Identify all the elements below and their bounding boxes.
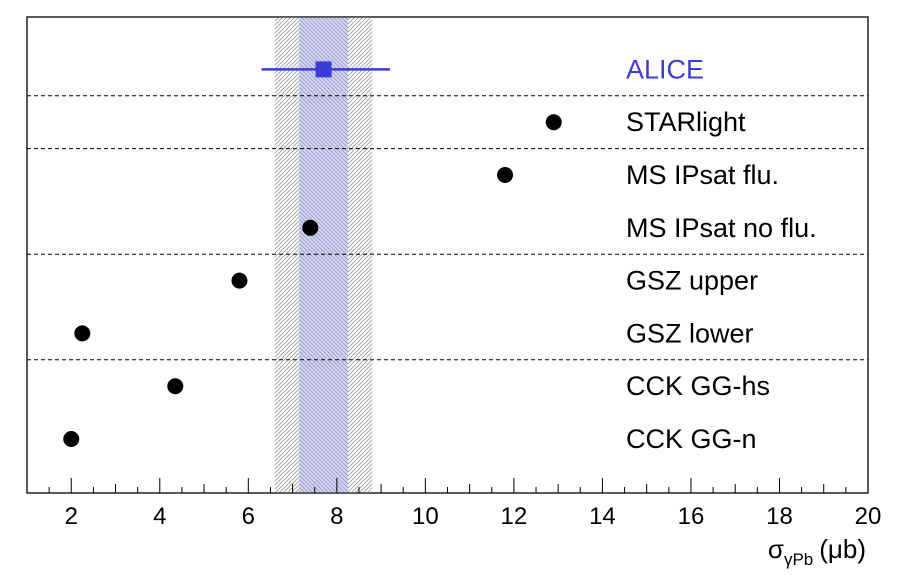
- tick-label: 8: [330, 503, 343, 530]
- alice-marker: [315, 61, 332, 78]
- alice-uncertainty-bands: [274, 17, 373, 493]
- label-alice: ALICE: [626, 54, 704, 84]
- marker-starlight: [545, 114, 562, 131]
- label-gsz-lower: GSZ lower: [626, 318, 754, 348]
- marker-cck-gg-hs: [167, 378, 184, 395]
- tick-label: 12: [501, 503, 528, 530]
- x-axis-ticks: [26, 478, 869, 493]
- model-labels: ALICE STARlight MS IPsat flu. MS IPsat no f…: [626, 54, 817, 454]
- tick-label: 16: [678, 503, 705, 530]
- x-axis-title: σγPb (μb): [768, 534, 866, 569]
- x-axis-title-unit: (μb): [819, 534, 866, 564]
- marker-cck-gg-n: [63, 431, 80, 447]
- tick-label: 20: [855, 503, 882, 530]
- statistical-band: [299, 17, 348, 493]
- tick-label: 4: [153, 503, 166, 530]
- label-ms-ipsat-flu-: MS IPsat flu.: [626, 160, 779, 190]
- group-separators: [27, 95, 868, 361]
- marker-ms-ipsat-flu-: [497, 167, 514, 183]
- marker-ms-ipsat-no-flu-: [302, 219, 319, 236]
- label-gsz-upper: GSZ upper: [626, 266, 758, 296]
- tick-label: 18: [766, 503, 793, 530]
- label-cck-gg-n: CCK GG-n: [626, 424, 757, 454]
- x-axis-title-main: σ: [768, 534, 784, 564]
- marker-gsz-upper: [231, 272, 248, 289]
- tick-label: 10: [412, 503, 439, 530]
- plot-frame: [26, 16, 869, 494]
- label-cck-gg-hs: CCK GG-hs: [626, 371, 770, 401]
- x-axis-title-subscript: γPb: [784, 550, 813, 569]
- data-points: [63, 61, 562, 447]
- label-ms-ipsat-no-flu-: MS IPsat no flu.: [626, 213, 817, 243]
- tick-label: 6: [242, 503, 255, 530]
- tick-label: 2: [65, 503, 78, 530]
- tick-label: 14: [589, 503, 616, 530]
- label-starlight: STARlight: [626, 107, 746, 137]
- marker-gsz-lower: [74, 325, 91, 342]
- x-axis-tick-labels: 2 4 6 8 10 12 14 16 18 20: [65, 503, 882, 530]
